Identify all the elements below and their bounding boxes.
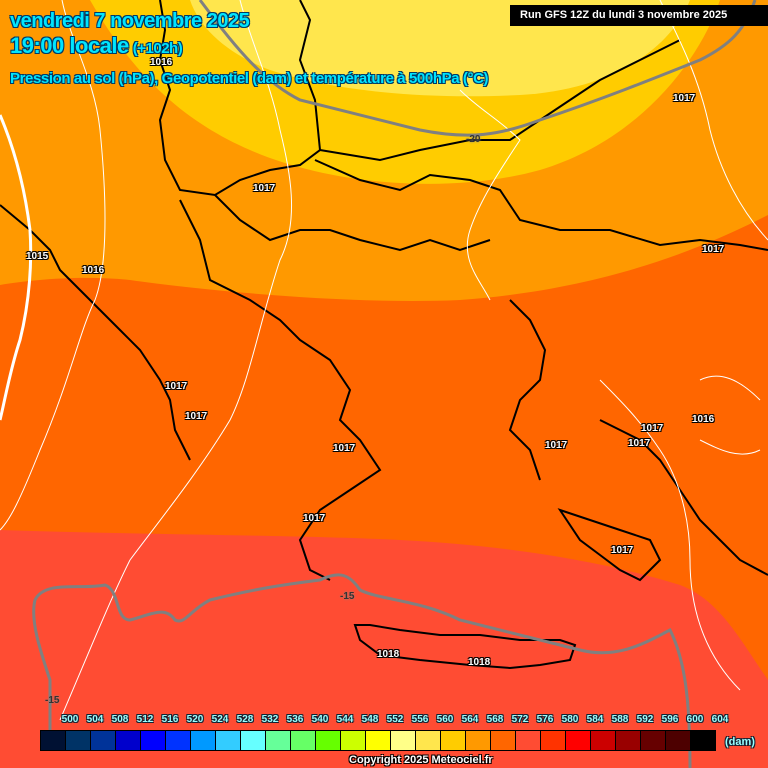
pressure-label: 1016: [82, 265, 105, 276]
legend-swatch: [341, 731, 366, 750]
coastlines: [0, 0, 768, 670]
legend-tick-label: 588: [611, 714, 629, 725]
temperature-label: -15: [340, 591, 355, 602]
legend-tick-label: 572: [511, 714, 529, 725]
pressure-label: 1017: [702, 244, 725, 255]
pressure-label: 1018: [377, 649, 400, 660]
legend-swatch: [441, 731, 466, 750]
legend-swatch: [566, 731, 591, 750]
legend-tick-label: 516: [161, 714, 179, 725]
legend-swatch: [691, 731, 715, 750]
legend-tick-label: 584: [586, 714, 604, 725]
map-subtitle: Pression au sol (hPa), Geopotentiel (dam…: [10, 70, 489, 87]
copyright: Copyright 2025 Meteociel.fr: [349, 754, 493, 766]
isotherms: [32, 0, 757, 768]
legend-tick-label: 592: [636, 714, 654, 725]
pressure-label: 1017: [303, 513, 326, 524]
forecast-lead-time: (+102h): [132, 40, 183, 57]
legend-tick-label: 520: [186, 714, 204, 725]
legend-swatch: [291, 731, 316, 750]
legend-tick-label: 500: [61, 714, 79, 725]
pressure-label: 1016: [692, 414, 715, 425]
legend-swatch: [466, 731, 491, 750]
legend-tick-label: 580: [561, 714, 579, 725]
legend-tick-label: 600: [686, 714, 704, 725]
forecast-time: 19:00 locale (+102h): [10, 33, 183, 59]
legend-swatch: [366, 731, 391, 750]
legend-swatch: [166, 731, 191, 750]
pressure-label: 1015: [26, 251, 49, 262]
legend-bar: [40, 730, 716, 751]
pressure-label: 1016: [150, 57, 173, 68]
legend-swatch: [266, 731, 291, 750]
pressure-label: 1017: [185, 411, 208, 422]
legend-swatch: [591, 731, 616, 750]
legend-swatch: [541, 731, 566, 750]
legend-swatch: [91, 731, 116, 750]
run-info: Run GFS 12Z du lundi 3 novembre 2025: [510, 5, 768, 26]
legend-tick-label: 596: [661, 714, 679, 725]
pressure-label: 1017: [333, 443, 356, 454]
legend-tick-label: 564: [461, 714, 479, 725]
temperature-label: -15: [45, 695, 60, 706]
isobars: [0, 0, 768, 721]
legend-tick-label: 544: [336, 714, 354, 725]
legend-tick-label: 536: [286, 714, 304, 725]
legend-tick-label: 532: [261, 714, 279, 725]
legend-swatch: [141, 731, 166, 750]
forecast-local-time: 19:00 locale: [10, 33, 129, 58]
temperature-label: -20: [466, 134, 481, 145]
legend-swatch: [641, 731, 666, 750]
legend-swatch: [391, 731, 416, 750]
legend-tick-label: 540: [311, 714, 329, 725]
pressure-label: 1017: [641, 423, 664, 434]
legend-tick-label: 528: [236, 714, 254, 725]
legend-tick-label: 508: [111, 714, 129, 725]
legend-swatch: [66, 731, 91, 750]
legend-swatch: [241, 731, 266, 750]
legend-swatch: [191, 731, 216, 750]
legend-tick-label: 548: [361, 714, 379, 725]
pressure-label: 1017: [545, 440, 568, 451]
legend-swatch: [616, 731, 641, 750]
legend-tick-label: 576: [536, 714, 554, 725]
legend-swatch: [491, 731, 516, 750]
legend-swatch: [216, 731, 241, 750]
legend-tick-label: 512: [136, 714, 154, 725]
legend-tick-label: 504: [86, 714, 104, 725]
pressure-label: 1017: [628, 438, 651, 449]
legend-swatch: [666, 731, 691, 750]
legend-tick-label: 568: [486, 714, 504, 725]
legend-tick-label: 604: [711, 714, 729, 725]
pressure-label: 1017: [165, 381, 188, 392]
legend-swatch: [316, 731, 341, 750]
legend-ticks: 500 504 508 512 516 520 524 528 532 536 540 544 548 5…: [60, 714, 760, 726]
legend-tick-label: 560: [436, 714, 454, 725]
legend-tick-label: 524: [211, 714, 229, 725]
legend-tick-label: 556: [411, 714, 429, 725]
pressure-label: 1017: [253, 183, 276, 194]
legend-swatch: [416, 731, 441, 750]
pressure-label: 1017: [611, 545, 634, 556]
legend-swatch: [116, 731, 141, 750]
pressure-label: 1017: [673, 93, 696, 104]
pressure-label: 1018: [468, 657, 491, 668]
legend-tick-label: 552: [386, 714, 404, 725]
legend-unit: (dam): [725, 736, 755, 748]
legend-swatch: [41, 731, 66, 750]
forecast-date: vendredi 7 novembre 2025: [10, 10, 250, 32]
legend-swatch: [516, 731, 541, 750]
